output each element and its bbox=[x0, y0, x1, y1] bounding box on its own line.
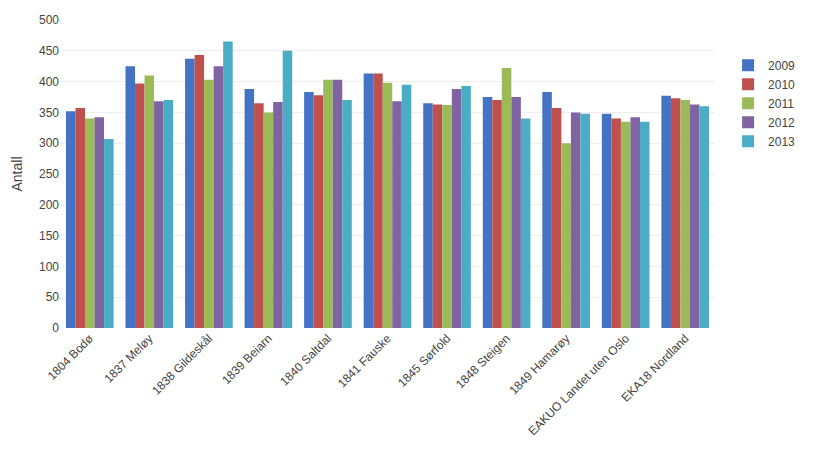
svg-text:200: 200 bbox=[39, 198, 59, 212]
svg-text:450: 450 bbox=[39, 44, 59, 58]
svg-text:150: 150 bbox=[39, 229, 59, 243]
svg-text:0: 0 bbox=[52, 321, 59, 335]
svg-text:100: 100 bbox=[39, 260, 59, 274]
svg-text:300: 300 bbox=[39, 136, 59, 150]
svg-text:500: 500 bbox=[39, 13, 59, 27]
svg-text:2011: 2011 bbox=[768, 97, 794, 111]
svg-text:400: 400 bbox=[39, 75, 59, 89]
svg-text:1849 Hamarøy: 1849 Hamarøy bbox=[506, 331, 572, 397]
svg-text:1841 Fauske: 1841 Fauske bbox=[335, 331, 394, 390]
svg-text:1804 Bodø: 1804 Bodø bbox=[45, 331, 97, 383]
svg-text:1838 Gildeskål: 1838 Gildeskål bbox=[149, 331, 215, 397]
svg-text:1837 Meløy: 1837 Meløy bbox=[101, 331, 155, 385]
svg-text:Antall: Antall bbox=[9, 156, 25, 191]
svg-text:50: 50 bbox=[46, 290, 60, 304]
svg-text:1845 Sørfold: 1845 Sørfold bbox=[395, 331, 453, 389]
svg-text:2012: 2012 bbox=[768, 116, 795, 130]
svg-text:1839 Beiarn: 1839 Beiarn bbox=[219, 331, 275, 387]
svg-text:1840 Saltdal: 1840 Saltdal bbox=[277, 331, 334, 388]
svg-text:350: 350 bbox=[39, 106, 59, 120]
svg-text:250: 250 bbox=[39, 167, 59, 181]
svg-text:EKA18 Nordland: EKA18 Nordland bbox=[618, 331, 691, 404]
svg-text:1848 Steigen: 1848 Steigen bbox=[453, 331, 513, 391]
svg-text:EAKUO Landet uten Oslo: EAKUO Landet uten Oslo bbox=[525, 331, 632, 438]
svg-text:2009: 2009 bbox=[768, 59, 795, 73]
svg-text:2013: 2013 bbox=[768, 135, 795, 149]
svg-text:2010: 2010 bbox=[768, 78, 795, 92]
